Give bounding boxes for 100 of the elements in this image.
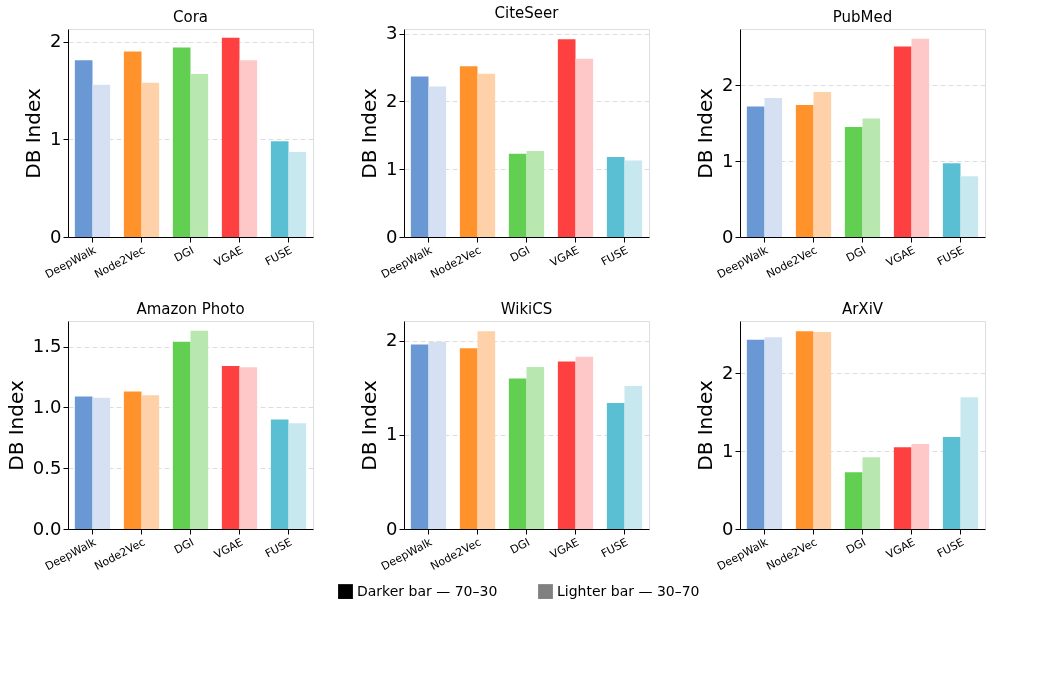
- y-tick-label: 0: [722, 225, 734, 247]
- bar: [844, 126, 863, 237]
- text: Lighter bar — 30–70: [557, 582, 700, 599]
- bar: [942, 437, 961, 529]
- bar: [190, 330, 209, 529]
- bar: [746, 106, 765, 237]
- y-tick-label: 2: [386, 90, 398, 111]
- bar: [606, 402, 625, 529]
- bar: [862, 118, 881, 237]
- y-axis-title: DB Index: [357, 88, 382, 179]
- bar: [893, 447, 912, 529]
- y-tick-label: 1.5: [32, 335, 62, 357]
- bar: [123, 391, 142, 529]
- y-tick-label: 1: [50, 127, 62, 149]
- bar: [526, 150, 545, 237]
- bar: [813, 92, 832, 237]
- text: Darker bar — 70–30: [357, 582, 498, 599]
- bar: [862, 457, 881, 529]
- bar: [606, 157, 625, 237]
- bar: [221, 366, 240, 529]
- bar: [74, 396, 93, 529]
- y-tick-label: 1.0: [32, 395, 62, 417]
- bar: [123, 51, 142, 237]
- bar: [190, 73, 209, 237]
- bar: [141, 395, 160, 529]
- chart-title: Amazon Photo: [136, 300, 245, 318]
- y-tick-label: 0: [722, 517, 734, 539]
- bar: [410, 76, 429, 237]
- bar: [795, 104, 814, 237]
- bar: [960, 397, 979, 529]
- bar: [508, 378, 527, 529]
- chart-title: WikiCS: [500, 300, 553, 318]
- bar: [141, 82, 160, 237]
- y-tick-label: 0: [386, 517, 398, 539]
- bar: [844, 472, 863, 529]
- y-tick-label: 0: [50, 225, 62, 247]
- bar: [428, 341, 447, 529]
- bar: [795, 331, 814, 529]
- bar: [813, 331, 832, 529]
- y-axis-title: DB Index: [693, 88, 718, 179]
- y-tick-label: 0: [386, 225, 398, 247]
- bar: [288, 152, 307, 237]
- bar: [459, 66, 478, 237]
- bar: [92, 84, 111, 237]
- bar: [221, 37, 240, 237]
- bar: [172, 47, 191, 237]
- bar: [270, 419, 289, 529]
- y-tick-label: 0.5: [32, 456, 62, 478]
- chart-title: ArXiV: [841, 300, 884, 318]
- bar: [526, 367, 545, 529]
- bar: [239, 60, 258, 237]
- y-axis-title: DB Index: [357, 380, 382, 471]
- bar: [410, 344, 429, 529]
- y-tick-label: 2: [722, 361, 734, 383]
- bar: [624, 160, 643, 237]
- bar: [239, 367, 258, 529]
- y-tick-label: 1: [386, 157, 398, 179]
- bar: [764, 337, 783, 529]
- x-tick-label: DGI: [508, 535, 533, 557]
- bar: [575, 58, 594, 237]
- y-tick-label: 1: [722, 149, 734, 171]
- chart-title: PubMed: [832, 8, 893, 26]
- bar: [508, 153, 527, 237]
- y-tick-label: 1: [722, 439, 734, 461]
- bar: [911, 444, 930, 529]
- bar: [428, 86, 447, 237]
- bar: [911, 38, 930, 237]
- y-tick-label: 2: [386, 329, 398, 351]
- y-axis-title: DB Index: [693, 380, 718, 471]
- bar: [575, 356, 594, 529]
- bar: [459, 348, 478, 529]
- x-tick-label: DGI: [172, 243, 197, 265]
- chart-title: CiteSeer: [494, 3, 560, 22]
- chart-title: Cora: [172, 8, 209, 26]
- bar: [477, 331, 496, 529]
- bar: [270, 141, 289, 237]
- bar: [288, 423, 307, 529]
- bar: [624, 385, 643, 529]
- y-tick-label: 2: [50, 30, 62, 52]
- bar: [942, 163, 961, 237]
- y-tick-label: 2: [722, 73, 734, 95]
- bar: [172, 341, 191, 529]
- bar: [74, 60, 93, 237]
- bar: [746, 339, 765, 529]
- bar: [92, 397, 111, 529]
- bar: [477, 73, 496, 237]
- y-axis-title: DB Index: [21, 88, 46, 179]
- y-tick-label: 0.0: [32, 517, 62, 539]
- x-tick-label: DGI: [844, 535, 869, 557]
- bar: [764, 98, 783, 237]
- bar: [557, 361, 576, 529]
- x-tick-label: DGI: [508, 243, 533, 265]
- bar: [893, 46, 912, 237]
- x-tick-label: DGI: [844, 243, 869, 265]
- x-tick-label: DGI: [172, 535, 197, 557]
- y-tick-label: 1: [386, 423, 398, 445]
- bar: [557, 39, 576, 237]
- y-axis-title: DB Index: [3, 380, 28, 471]
- bar: [960, 176, 979, 237]
- y-tick-label: 3: [386, 22, 398, 44]
